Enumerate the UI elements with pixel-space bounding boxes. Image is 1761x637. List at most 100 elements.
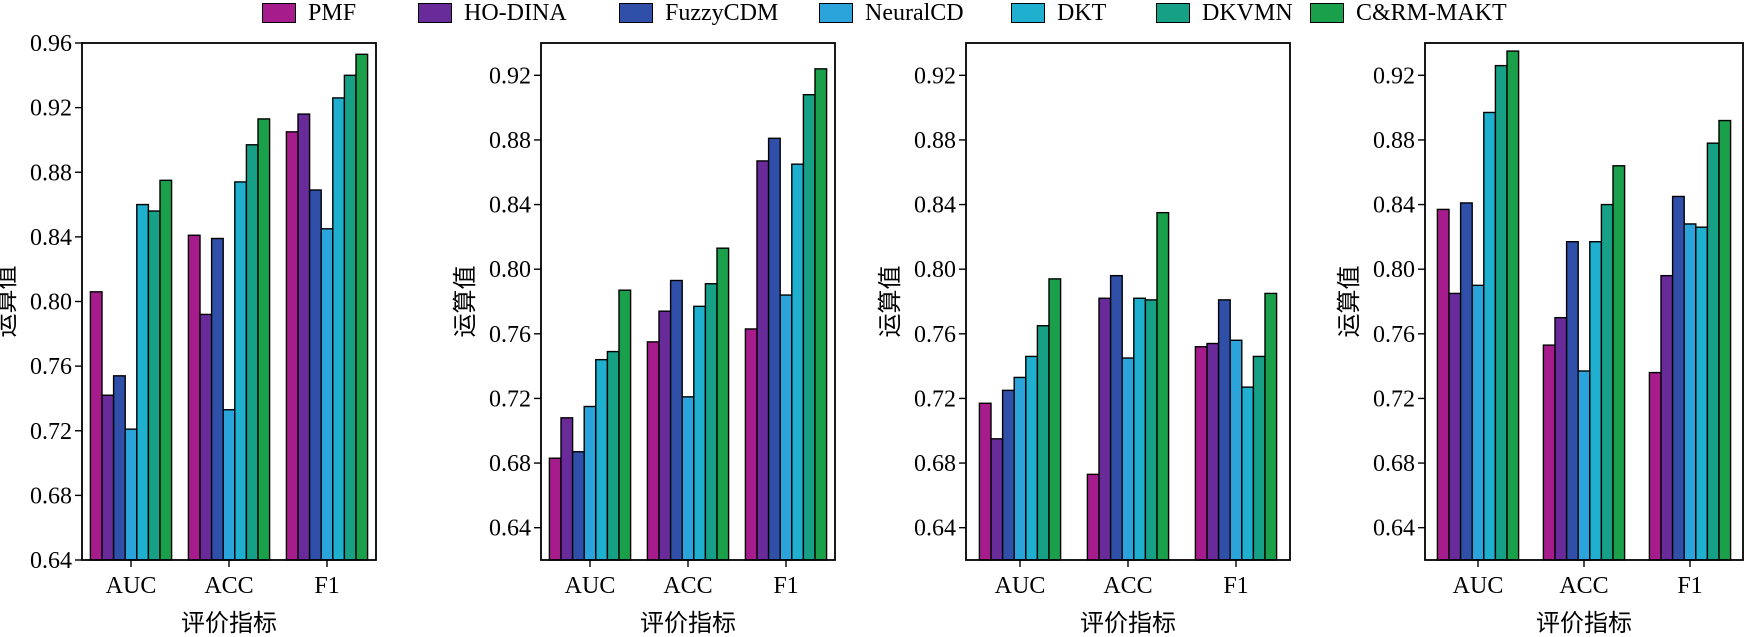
plot-frame [1424,42,1744,561]
bar [1121,357,1135,561]
bar [1098,297,1112,561]
y-tick-label: 0.92 [914,63,956,89]
x-tick-label: AUC [565,573,616,599]
y-tick-label: 0.84 [1373,193,1415,219]
y-axis-label: 运算值 [877,266,904,338]
bar [1660,274,1674,561]
bar [257,118,271,561]
bar [89,291,103,561]
bar [320,228,334,561]
bar [560,417,574,561]
bar [1206,342,1220,561]
bar [297,113,311,561]
y-tick-label: 0.88 [1373,128,1415,154]
y-tick-label: 0.92 [30,96,72,122]
y-tick-label: 0.76 [914,322,956,348]
legend-item: C&RM-MAKT [1310,1,1507,25]
legend-swatch [819,3,853,23]
bar [1252,355,1266,561]
bar [234,181,248,561]
bar [210,237,224,561]
bar [101,394,115,561]
y-tick-label: 0.64 [489,516,531,542]
plot-frame [965,42,1291,561]
y-tick-label: 0.84 [489,193,531,219]
chart-panel-2: AUC ACC F1 0.64 0.68 0.72 0.76 0.80 0.84 0.88 0.92… [452,42,836,637]
bar [571,451,585,561]
bar [1229,339,1243,561]
bar [1471,284,1485,561]
y-tick-label: 0.68 [1373,451,1415,477]
y-tick-label: 0.80 [914,257,956,283]
y-tick-label: 0.88 [489,128,531,154]
bar [1706,142,1720,561]
bar [1217,299,1231,561]
bar [1683,223,1697,561]
x-axis-label: 评价指标 [640,610,736,637]
legend-item: DKVMN [1156,1,1293,25]
y-tick-label: 0.72 [30,419,72,445]
bar [767,137,781,561]
y-tick-label: 0.72 [1373,386,1415,412]
y-tick-label: 0.92 [1373,63,1415,89]
y-tick-label: 0.68 [30,483,72,509]
bar [1436,208,1450,561]
bar [791,163,805,561]
x-tick-label: F1 [1677,573,1702,599]
bar [1001,389,1015,561]
legend-item: PMF [262,1,356,25]
bar [669,279,683,561]
bar [1025,355,1039,561]
y-tick-label: 0.64 [914,516,956,542]
legend-item: FuzzyCDM [619,1,778,25]
bar [245,144,259,561]
bar [548,457,562,561]
x-tick-label: AUC [1453,573,1504,599]
y-tick-label: 0.72 [914,386,956,412]
bar [1241,386,1255,561]
bar [1695,226,1709,561]
bar [1542,344,1556,561]
y-tick-label: 0.84 [914,193,956,219]
y-tick-label: 0.72 [489,386,531,412]
bar [716,247,730,561]
bar [814,68,828,561]
bar [112,375,126,561]
legend-swatch [262,3,296,23]
legend-item: DKT [1011,1,1106,25]
bar [332,97,346,561]
bar [1156,211,1170,561]
legend-label: DKT [1057,0,1107,26]
bar [646,341,660,561]
x-axis-label: 评价指标 [1080,610,1176,637]
bar [704,283,718,561]
x-tick-label: ACC [663,573,712,599]
bar [187,234,201,561]
legend-swatch [418,3,452,23]
bar [681,396,695,561]
bar [1144,299,1158,561]
plot-frame [540,42,836,561]
y-tick-label: 0.76 [489,322,531,348]
x-tick-label: ACC [1559,573,1608,599]
y-axis-label: 运算值 [452,266,479,338]
x-tick-label: F1 [773,573,798,599]
bar [1506,50,1520,561]
y-axis-label: 运算值 [1336,266,1363,338]
bar [1600,203,1614,561]
legend-swatch [1156,3,1190,23]
chart-panel-4: AUC ACC F1 0.64 0.68 0.72 0.76 0.80 0.84 0.88 0.92… [1336,42,1744,637]
bar [1448,292,1462,561]
bar [658,310,672,561]
bar [1612,165,1626,561]
bar [199,313,213,561]
x-tick-label: AUC [106,573,157,599]
legend-label: PMF [308,0,357,26]
x-tick-label: ACC [1103,573,1152,599]
y-tick-label: 0.96 [30,31,72,57]
y-tick-label: 0.68 [914,451,956,477]
bar [1589,241,1603,561]
y-tick-label: 0.88 [30,160,72,186]
y-tick-label: 0.76 [30,354,72,380]
